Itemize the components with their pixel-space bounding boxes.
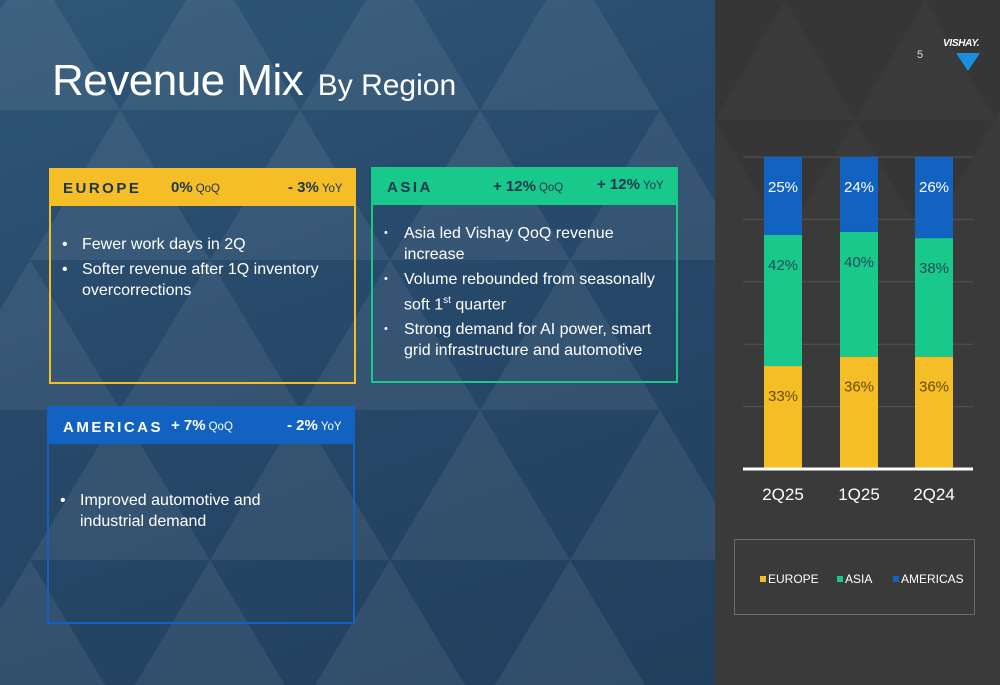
europe-yoy-value: - 3%: [288, 179, 319, 196]
bar-segment-americas: [915, 157, 953, 239]
bar-segment-asia: [840, 231, 878, 357]
asia-bullet-superscript: st: [443, 295, 451, 306]
legend-label-europe: EUROPE: [768, 572, 819, 586]
data-label: 38%: [919, 260, 949, 277]
europe-region-label: EUROPE: [63, 180, 142, 197]
page-title: Revenue Mix By Region: [52, 56, 456, 106]
logo-text: VISHAY.: [943, 38, 980, 49]
legend-swatch-asia: [837, 576, 843, 582]
list-item: • Strong demand for AI power, smart grid …: [381, 319, 666, 361]
asia-bullet-text: Volume rebounded from seasonally soft 1: [404, 271, 655, 314]
asia-yoy: + 12% YoY: [597, 176, 664, 193]
chart-legend: EUROPE ASIA AMERICAS: [734, 539, 975, 615]
legend-item-americas: AMERICAS: [893, 572, 964, 586]
asia-region-label: ASIA: [387, 179, 433, 196]
asia-qoq-value: + 12%: [493, 178, 536, 195]
bullet-icon: •: [62, 236, 68, 253]
asia-card-header: ASIA + 12% QoQ + 12% YoY: [373, 169, 676, 205]
bullet-icon: •: [384, 323, 388, 336]
list-item: • Volume rebounded from seasonally soft 1…: [381, 269, 666, 315]
asia-yoy-unit: YoY: [642, 180, 664, 192]
bullet-icon: •: [60, 492, 66, 509]
legend-item-europe: EUROPE: [760, 572, 819, 586]
americas-yoy: - 2% YoY: [287, 417, 342, 434]
asia-bullet-text: Asia led Vishay QoQ revenue increase: [404, 225, 614, 263]
data-label: 42%: [768, 257, 798, 274]
asia-bullet-text-end: quarter: [450, 296, 507, 314]
bullet-icon: •: [384, 227, 388, 239]
vishay-logo: VISHAY.: [943, 38, 985, 74]
bullet-icon: •: [384, 273, 388, 285]
americas-region-label: AMERICAS: [63, 419, 164, 436]
europe-card: EUROPE 0% QoQ - 3% YoY • Fewer work days in…: [49, 168, 356, 384]
data-label: 33%: [768, 388, 798, 405]
left-panel: [0, 0, 715, 685]
revenue-mix-chart: 33% 42% 25% 2Q25 36% 40% 24% 1Q25 36% 38% 26% 2Q24: [743, 156, 973, 504]
asia-yoy-value: + 12%: [597, 176, 640, 193]
asia-qoq: + 12% QoQ: [493, 178, 563, 195]
list-item: • Softer revenue after 1Q inventory overc…: [59, 259, 329, 301]
data-label: 26%: [919, 179, 949, 196]
data-label: 36%: [844, 379, 874, 396]
legend-swatch-europe: [760, 576, 766, 582]
bar-segment-europe: [915, 356, 953, 469]
legend-swatch-americas: [893, 576, 899, 582]
europe-bullet-text: Softer revenue after 1Q inventory overco…: [82, 261, 319, 299]
asia-bullet-text: Strong demand for AI power, smart grid i…: [404, 321, 652, 360]
legend-item-asia: ASIA: [837, 572, 872, 586]
data-label: 24%: [844, 179, 874, 196]
europe-yoy-unit: YoY: [321, 183, 343, 195]
legend-label-asia: ASIA: [845, 572, 873, 586]
data-label: 40%: [844, 254, 874, 271]
title-sub: By Region: [317, 69, 457, 102]
americas-qoq-value: + 7%: [171, 417, 206, 434]
bar-segment-europe: [764, 366, 802, 469]
list-item: • Improved automotive and industrial dema…: [57, 490, 327, 532]
list-item: • Fewer work days in 2Q: [59, 234, 329, 255]
asia-bullets: • Asia led Vishay QoQ revenue increase • V…: [381, 223, 666, 365]
europe-bullets: • Fewer work days in 2Q • Softer revenue a…: [59, 234, 329, 305]
data-label: 36%: [919, 379, 949, 396]
list-item: • Asia led Vishay QoQ revenue increase: [381, 223, 666, 265]
bar-segment-asia: [764, 235, 802, 367]
americas-card: AMERICAS + 7% QoQ - 2% YoY • Improved autom…: [47, 406, 355, 624]
title-main: Revenue Mix: [52, 56, 304, 105]
asia-card: ASIA + 12% QoQ + 12% YoY • Asia led Vishay …: [371, 167, 678, 383]
bullet-icon: •: [62, 261, 68, 278]
x-tick-label: 1Q25: [838, 485, 880, 504]
europe-card-header: EUROPE 0% QoQ - 3% YoY: [51, 170, 354, 206]
bar-segment-americas: [764, 157, 802, 235]
asia-qoq-unit: QoQ: [538, 182, 564, 194]
bar-segment-europe: [840, 356, 878, 469]
americas-bullet-text: Improved automotive and industrial deman…: [80, 492, 261, 530]
x-tick-label: 2Q25: [762, 485, 804, 504]
europe-qoq: 0% QoQ: [171, 179, 220, 196]
logo-triangle-icon: [956, 53, 980, 71]
americas-bullets: • Improved automotive and industrial dema…: [57, 490, 327, 536]
europe-bullet-text: Fewer work days in 2Q: [82, 236, 246, 253]
bar-segment-asia: [915, 238, 953, 357]
americas-qoq: + 7% QoQ: [171, 417, 233, 434]
bar-segment-americas: [840, 157, 878, 232]
legend-label-americas: AMERICAS: [901, 572, 964, 586]
x-tick-label: 2Q24: [913, 485, 955, 504]
americas-yoy-unit: YoY: [320, 421, 342, 433]
data-label: 25%: [768, 179, 798, 196]
americas-qoq-unit: QoQ: [208, 421, 233, 433]
europe-qoq-unit: QoQ: [195, 183, 220, 195]
europe-yoy: - 3% YoY: [288, 179, 343, 196]
americas-card-header: AMERICAS + 7% QoQ - 2% YoY: [49, 408, 353, 444]
europe-qoq-value: 0%: [171, 179, 193, 196]
page-number: 5: [917, 49, 924, 61]
americas-yoy-value: - 2%: [287, 417, 318, 434]
